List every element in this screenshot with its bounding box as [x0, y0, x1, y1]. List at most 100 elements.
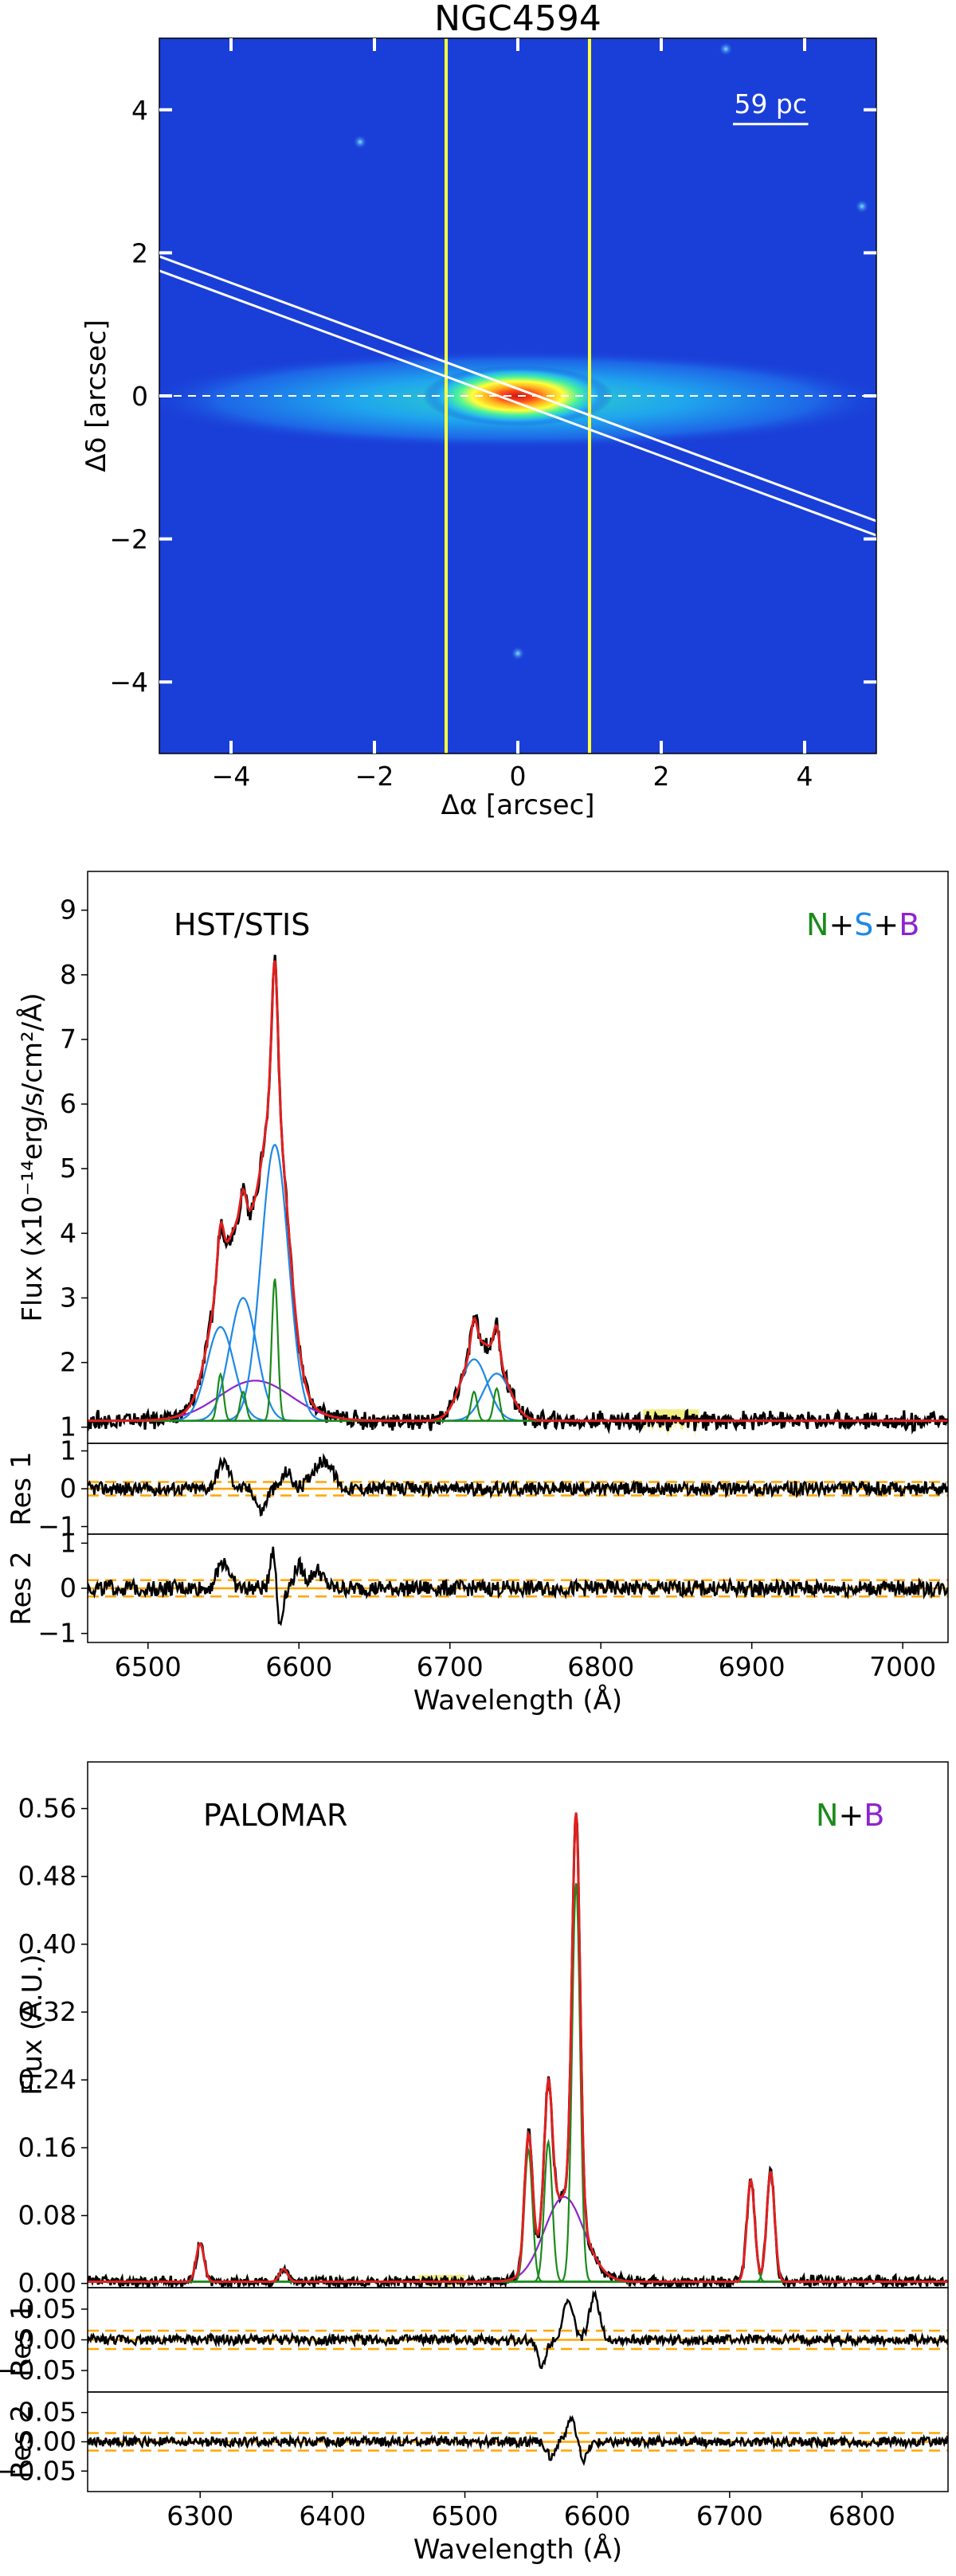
panel-label: HST/STIS [174, 907, 310, 942]
image-panel: NGC4594 −4 −2 0 2 4 4 2 0 −2 −4 59 pc Δα [arcsec]… [80, 0, 877, 821]
total-model-line [88, 960, 948, 1423]
flux-y-axis-label: Flux (x10⁻¹⁴erg/s/cm²/Å) [16, 992, 49, 1321]
wavelength-x-tick-label: 6300 [167, 2500, 233, 2531]
residual-y-tick-label: −1 [37, 1618, 76, 1649]
image-y-tick-label: −4 [109, 667, 148, 698]
point-source [719, 41, 733, 57]
spectrum-frame [87, 871, 949, 1444]
scalebar-label: 59 pc [734, 88, 807, 119]
point-source [353, 135, 367, 150]
flux-y-tick-label: 7 [60, 1024, 76, 1055]
flux-y-tick-label: 0.40 [18, 1928, 76, 1959]
legend-entry: B [864, 1798, 884, 1833]
flux-y-tick-label: 0.56 [18, 1793, 76, 1824]
spectrum-plot-area [88, 1812, 948, 2288]
narrow-component-line [88, 1372, 948, 1422]
image-x-tick-label: 0 [510, 761, 527, 792]
residual-y-axis-label: Res 2 [6, 1551, 37, 1625]
image-x-tick-label: 4 [797, 761, 813, 792]
wavelength-x-tick-label: 6700 [417, 1651, 484, 1682]
flux-y-tick-label: 1 [60, 1411, 76, 1443]
spectrum-frame [87, 1761, 949, 2288]
residual-y-tick-label: 0.05 [18, 2293, 76, 2324]
image-y-tick-label: 2 [131, 237, 148, 268]
residual-y-tick-label: 0.00 [18, 2426, 76, 2457]
wavelength-x-tick-label: 6600 [265, 1651, 332, 1682]
residual-y-tick-label: 0 [60, 1473, 76, 1504]
observed-spectrum-line [88, 954, 948, 1435]
residual-y-tick-label: 0 [60, 1572, 76, 1603]
component-legend: N+S+B [806, 907, 919, 942]
wavelength-x-tick-label: 7000 [869, 1651, 936, 1682]
image-x-axis-label: Δα [arcsec] [441, 789, 594, 821]
residual-y-axis-label: Res 2 [6, 2405, 37, 2479]
legend-entry: N [816, 1798, 838, 1833]
legend-entry: N [806, 907, 829, 942]
residual-y-tick-label: 0.00 [18, 2324, 76, 2355]
wavelength-x-tick-label: 6400 [299, 2500, 366, 2531]
slit-edge-line [159, 269, 876, 537]
residual-y-axis-label: Res 1 [6, 2303, 37, 2377]
residual-plot-area [88, 1546, 948, 1627]
component-legend: N+B [816, 1798, 884, 1833]
image-y-tick-label: 0 [131, 381, 148, 412]
narrow-component-line [88, 2138, 948, 2283]
flux-y-tick-label: 0.08 [18, 2200, 76, 2231]
image-x-tick-label: 2 [653, 761, 670, 792]
slit-edge-line [159, 255, 876, 523]
residual-y-tick-label: 1 [60, 1527, 76, 1558]
residual-y-tick-label: 0.05 [18, 2397, 76, 2428]
legend-entry: B [899, 907, 919, 942]
legend-entry: + [873, 907, 899, 942]
point-source [855, 199, 869, 214]
wavelength-x-tick-label: 6700 [696, 2500, 763, 2531]
panel-label: PALOMAR [203, 1798, 347, 1833]
second-component-line [88, 1358, 948, 1422]
image-y-tick-label: 4 [131, 95, 148, 126]
image-x-tick-label: −4 [212, 761, 251, 792]
image-y-axis-label: Δδ [arcsec] [80, 319, 112, 472]
residual-y-tick-label: −0.05 [0, 2355, 76, 2386]
flux-y-tick-label: 0.48 [18, 1861, 76, 1892]
flux-y-axis-label: Flux (A.U.) [17, 1954, 49, 2095]
residual-y-axis-label: Res 1 [6, 1451, 37, 1525]
wavelength-x-axis-label: Wavelength (Å) [413, 1684, 622, 1717]
flux-y-tick-label: 3 [60, 1282, 76, 1313]
flux-y-tick-label: 9 [60, 895, 76, 926]
legend-entry: + [838, 1798, 864, 1833]
narrow-component-line [88, 2147, 948, 2283]
residual-plot-area [88, 1453, 948, 1517]
flux-y-tick-label: 0.24 [18, 2064, 76, 2095]
flux-y-tick-label: 0.16 [18, 2132, 76, 2163]
spectrum-plot-area [88, 954, 948, 1437]
wavelength-x-tick-label: 6500 [115, 1651, 182, 1682]
legend-entry: + [829, 907, 854, 942]
residual-line [88, 2289, 948, 2370]
total-model-line [88, 1812, 948, 2283]
image-y-tick-label: −2 [109, 524, 148, 555]
narrow-component-line [88, 1883, 948, 2283]
observed-spectrum-line [88, 1815, 948, 2288]
flux-y-tick-label: 0.00 [18, 2268, 76, 2299]
residual-plot-area [88, 2289, 948, 2370]
residual-line [88, 1453, 948, 1517]
residual-line [88, 2414, 948, 2466]
wavelength-x-tick-label: 6900 [719, 1651, 786, 1682]
wavelength-x-tick-label: 6500 [432, 2500, 499, 2531]
residual-line [88, 1546, 948, 1627]
wavelength-x-axis-label: Wavelength (Å) [413, 2533, 622, 2566]
wavelength-x-tick-label: 6800 [829, 2500, 895, 2531]
residual-plot-area [88, 2414, 948, 2466]
residual-y-tick-label: −0.05 [0, 2455, 76, 2486]
image-x-tick-label: −2 [355, 761, 394, 792]
flux-y-tick-label: 2 [60, 1347, 76, 1378]
wavelength-x-tick-label: 6600 [564, 2500, 631, 2531]
image-title: NGC4594 [434, 0, 601, 39]
palomar-spectrum-panel: 0.00 0.08 0.16 0.24 0.32 0.40 0.48 0.56 PALOMAR N… [0, 1761, 949, 2566]
flux-y-tick-label: 0.32 [18, 1996, 76, 2027]
residual-y-tick-label: 1 [60, 1435, 76, 1466]
point-source [511, 646, 525, 661]
flux-y-tick-label: 8 [60, 959, 76, 990]
